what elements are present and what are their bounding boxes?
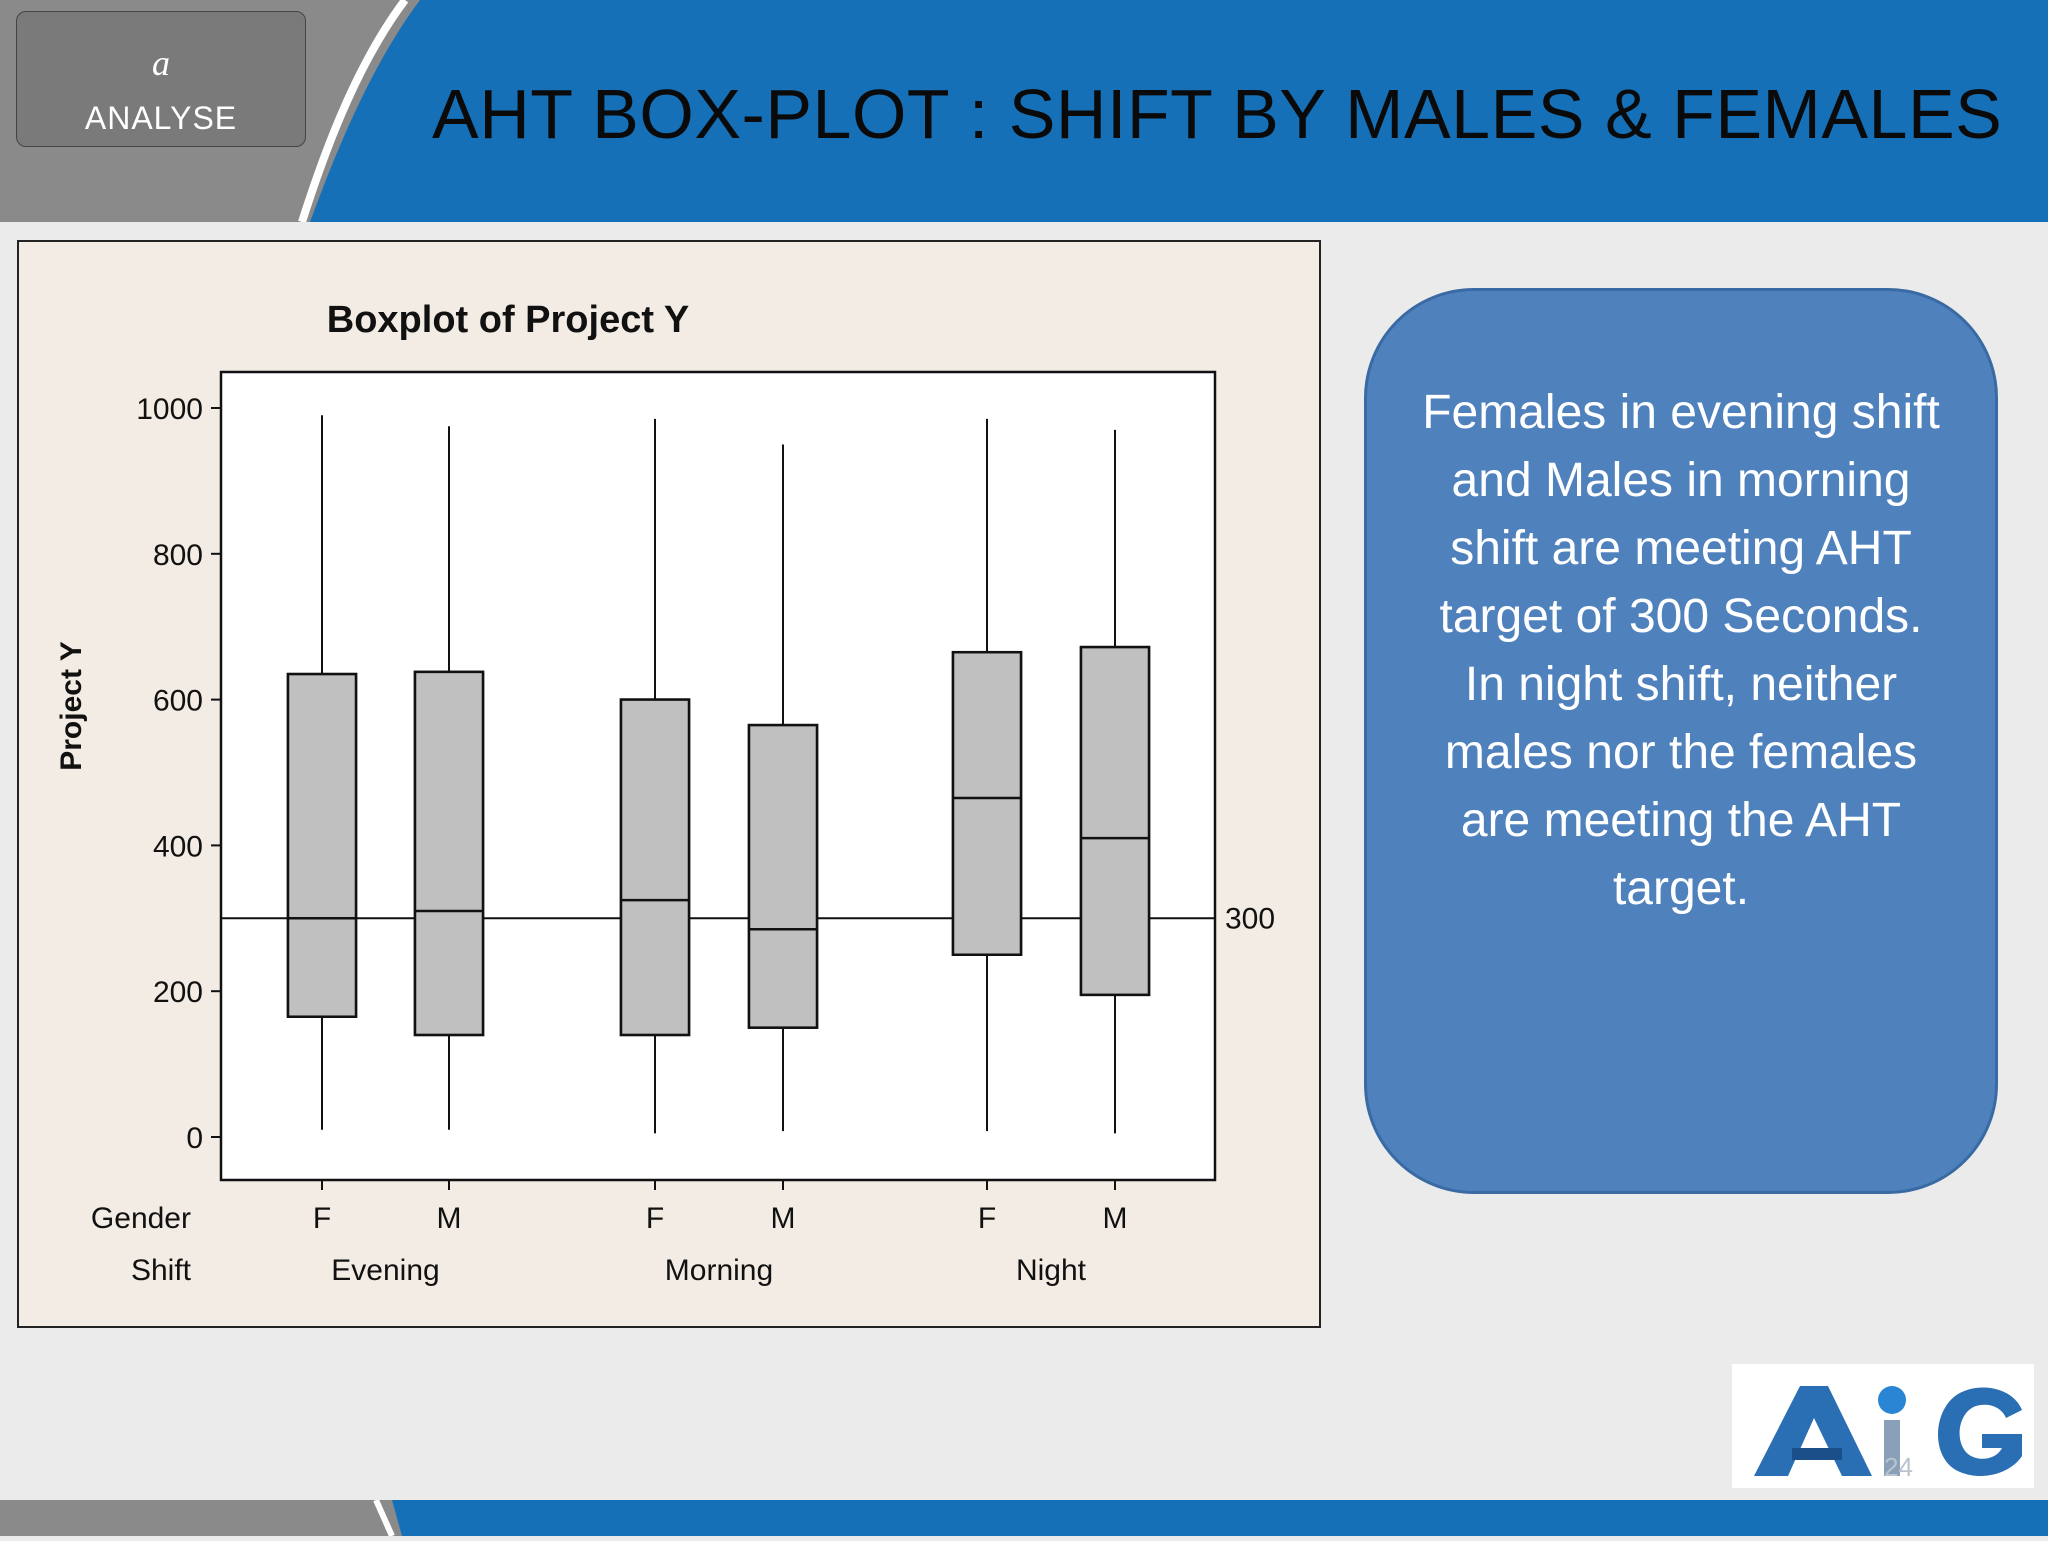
x-gender-label: M	[771, 1202, 796, 1235]
y-tick-label: 1000	[136, 393, 203, 426]
logo-a-bar	[1792, 1448, 1842, 1460]
row-label-gender: Gender	[91, 1202, 191, 1235]
x-gender-label: F	[978, 1202, 996, 1235]
logo-letter-i	[1884, 1420, 1900, 1476]
phase-letter: a	[152, 43, 170, 83]
logo-graphic	[1754, 1386, 2022, 1477]
company-logo	[1732, 1364, 2034, 1488]
logo-globe-icon	[1878, 1386, 1906, 1414]
footer-swoosh	[373, 1498, 395, 1538]
logo-letter-g	[1938, 1387, 2022, 1477]
y-tick-label: 600	[153, 685, 203, 718]
header-swoosh	[298, 0, 409, 224]
boxplot-chart: Boxplot of Project Y 0 200 400 600 800 1000 Pro…	[17, 240, 1321, 1328]
slide-footer	[0, 1498, 2048, 1538]
header-blue-band	[310, 0, 2048, 222]
y-axis-label: Project Y	[55, 641, 88, 771]
page-number: 24	[1884, 1452, 1913, 1482]
box	[951, 650, 1023, 956]
footer-blue-band	[392, 1500, 2048, 1536]
header-banner	[0, 0, 2048, 224]
x-gender-label: F	[313, 1202, 331, 1235]
x-gender-label: M	[1103, 1202, 1128, 1235]
x-shift-label: Morning	[665, 1254, 773, 1287]
x-shift-label: Night	[1016, 1254, 1087, 1287]
y-tick-label: 800	[153, 539, 203, 572]
slide-header: a ANALYSE AHT BOX-PLOT : SHIFT BY MALES …	[0, 0, 2048, 224]
plot-area	[219, 370, 1217, 1182]
box	[286, 672, 358, 1018]
footer-banner	[0, 1498, 2048, 1538]
y-tick-label: 0	[186, 1122, 203, 1155]
conclusion-callout: Females in evening shift and Males in mo…	[1364, 288, 1998, 1194]
x-gender-label: M	[437, 1202, 462, 1235]
phase-badge: a ANALYSE	[16, 11, 306, 147]
y-tick-label: 200	[153, 976, 203, 1009]
phase-label: ANALYSE	[84, 100, 238, 136]
slide-title: AHT BOX-PLOT : SHIFT BY MALES & FEMALES	[432, 75, 2003, 153]
callout-text: Females in evening shift and Males in mo…	[1422, 386, 1940, 915]
box	[619, 698, 691, 1037]
chart-canvas: Boxplot of Project Y 0 200 400 600 800 1000 Pro…	[55, 299, 1275, 1287]
x-gender-label: F	[646, 1202, 664, 1235]
logo-letter-a	[1754, 1386, 1872, 1476]
box	[747, 723, 819, 1029]
y-tick-label: 400	[153, 830, 203, 863]
chart-title: Boxplot of Project Y	[327, 299, 689, 341]
x-shift-label: Evening	[331, 1254, 439, 1287]
box	[1079, 645, 1151, 997]
box	[413, 670, 485, 1037]
row-label-shift: Shift	[131, 1254, 192, 1287]
reference-line-label: 300	[1225, 902, 1275, 935]
